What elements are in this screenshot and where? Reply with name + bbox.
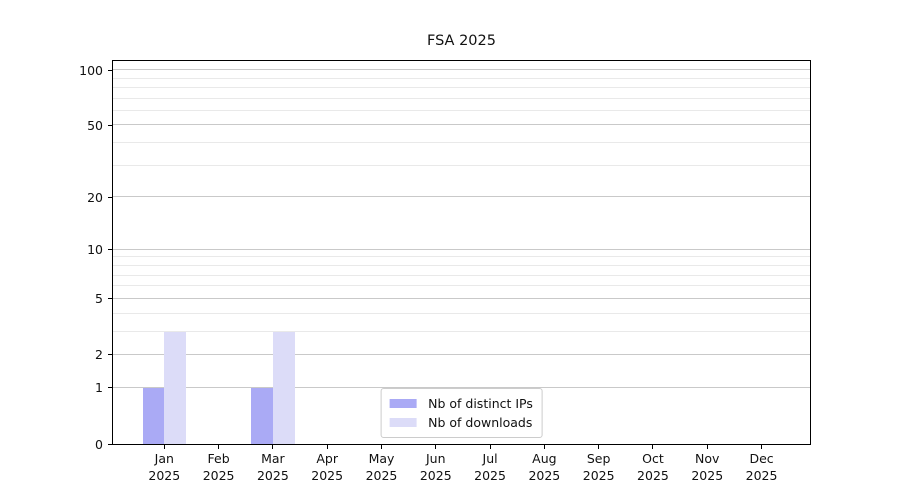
legend-label-downloads: Nb of downloads (428, 415, 533, 430)
x-tick-year: 2025 (528, 467, 561, 483)
x-tick-mark-aug (543, 445, 545, 449)
x-tick-mark-jun (435, 445, 437, 449)
x-tick-month: Jan (154, 451, 174, 466)
x-tick-month: Feb (207, 451, 230, 466)
y-tick-mark-20 (108, 196, 112, 198)
gridline-major (113, 196, 810, 198)
x-tick-label-dec: Dec 2025 (746, 451, 778, 484)
gridline-major (113, 248, 810, 250)
gridline-minor (113, 109, 810, 111)
x-tick-label-jan: Jan 2025 (148, 451, 180, 484)
x-tick-month: Sep (586, 451, 611, 466)
x-tick-label-feb: Feb 2025 (203, 451, 235, 484)
x-tick-mark-feb (218, 445, 220, 449)
gridline-major (113, 124, 810, 126)
legend-item-distinct-ips: Nb of distinct IPs (389, 394, 533, 413)
x-tick-year: 2025 (419, 467, 452, 483)
legend: Nb of distinct IPs Nb of downloads (380, 388, 543, 438)
y-axis: 0 1 2 5 10 20 50 100 (0, 61, 112, 452)
x-tick-mark-may (380, 445, 382, 449)
x-tick-month: Dec (749, 451, 774, 466)
x-tick-mark-jan (163, 445, 165, 449)
x-tick-month: Oct (642, 451, 664, 466)
gridline-minor (113, 265, 810, 266)
y-tick-label-1: 1 (95, 380, 103, 396)
gridline-major (113, 297, 810, 299)
gridline-minor (113, 330, 810, 332)
gridline-minor (113, 256, 810, 258)
x-tick-mark-sep (598, 445, 600, 449)
x-tick-year: 2025 (256, 467, 289, 483)
x-tick-label-nov: Nov 2025 (691, 451, 723, 484)
x-tick-month: May (368, 451, 395, 466)
x-tick-year: 2025 (148, 467, 181, 483)
bar-distinct-ips-mar (251, 387, 273, 444)
x-tick-label-aug: Aug 2025 (528, 451, 560, 484)
y-tick-label-5: 5 (95, 291, 103, 307)
y-tick-mark-100 (108, 69, 112, 71)
gridline-minor (113, 77, 810, 79)
y-tick-mark-0 (108, 443, 112, 445)
x-tick-year: 2025 (745, 467, 778, 483)
x-tick-month: Apr (316, 451, 338, 466)
gridline-major (113, 69, 810, 71)
legend-item-downloads: Nb of downloads (389, 413, 533, 432)
x-tick-year: 2025 (691, 467, 724, 483)
legend-swatch-downloads (389, 418, 417, 427)
y-tick-mark-50 (108, 124, 112, 126)
y-tick-mark-5 (108, 298, 112, 300)
x-tick-mark-dec (761, 445, 763, 449)
chart-title: FSA 2025 (427, 33, 496, 49)
legend-swatch-distinct-ips (389, 399, 417, 408)
gridline-minor (113, 86, 810, 88)
y-tick-label-20: 20 (87, 189, 103, 205)
x-tick-month: Jul (482, 451, 498, 466)
x-tick-year: 2025 (311, 467, 344, 483)
gridline-minor (113, 285, 810, 287)
x-tick-label-oct: Oct 2025 (637, 451, 669, 484)
plot-area: Nb of distinct IPs Nb of downloads (112, 60, 811, 445)
gridline-minor (113, 274, 810, 276)
bar-downloads-jan (164, 331, 186, 444)
x-tick-label-may: May 2025 (366, 451, 398, 484)
gridline-minor (113, 97, 810, 99)
y-tick-label-50: 50 (87, 117, 103, 133)
x-tick-mark-oct (652, 445, 654, 449)
x-tick-mark-mar (272, 445, 274, 449)
y-tick-label-2: 2 (95, 347, 103, 363)
x-tick-year: 2025 (474, 467, 506, 483)
x-tick-month: Nov (695, 451, 720, 466)
x-tick-year: 2025 (637, 467, 669, 483)
x-tick-mark-apr (326, 445, 328, 449)
x-tick-year: 2025 (582, 467, 615, 483)
gridline-minor (113, 164, 810, 166)
x-axis: Jan 2025 Feb 2025 Mar 2025 Apr 2025 May 2025 Jun 20… (113, 445, 810, 500)
y-tick-label-10: 10 (87, 242, 103, 258)
x-tick-mark-jul (489, 445, 491, 449)
gridline-major (113, 386, 810, 388)
gridline-minor (113, 312, 810, 314)
y-tick-mark-2 (108, 354, 112, 356)
gridline-major (113, 354, 810, 355)
y-tick-label-0: 0 (95, 436, 103, 452)
y-tick-mark-1 (108, 387, 112, 389)
x-tick-month: Mar (261, 451, 285, 466)
x-tick-year: 2025 (365, 467, 398, 483)
x-tick-mark-nov (706, 445, 708, 449)
y-tick-label-100: 100 (79, 62, 103, 78)
y-tick-mark-10 (108, 249, 112, 251)
x-tick-label-mar: Mar 2025 (257, 451, 289, 484)
bar-downloads-mar (272, 331, 295, 444)
x-tick-month: Jun (426, 451, 446, 466)
gridline-minor (113, 142, 810, 144)
legend-label-distinct-ips: Nb of distinct IPs (428, 396, 533, 411)
x-tick-year: 2025 (202, 467, 235, 483)
bar-distinct-ips-jan (142, 387, 165, 444)
x-tick-label-sep: Sep 2025 (583, 451, 615, 484)
x-tick-label-jul: Jul 2025 (474, 451, 506, 484)
x-tick-label-apr: Apr 2025 (311, 451, 343, 484)
x-tick-label-jun: Jun 2025 (420, 451, 452, 484)
x-tick-month: Aug (532, 451, 557, 466)
